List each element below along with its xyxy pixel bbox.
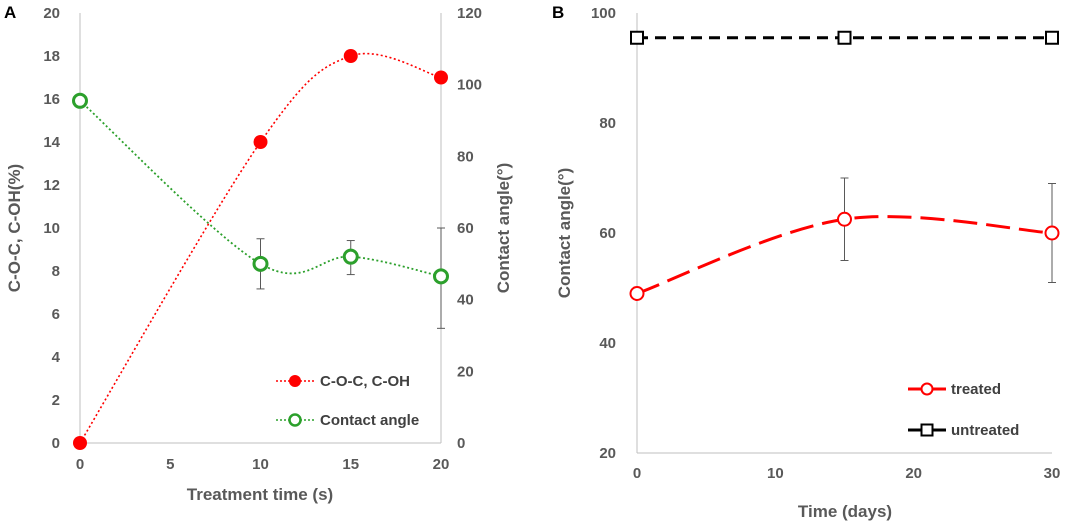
panel-b-x-tick-label: 30 xyxy=(1044,465,1061,482)
panel-b-y-label: Contact angle(°) xyxy=(555,168,574,299)
panel-b-x-tick-label: 10 xyxy=(767,465,784,482)
panel-a-y2-tick-label: 40 xyxy=(457,292,474,309)
panel-a-y-tick-label: 10 xyxy=(43,220,60,237)
panel-b-legend: treated untreated xyxy=(908,381,1019,439)
panel-a-chart: A 0 2 4 6 8 10 12 14 16 18 20 0 20 40 60 80 100 120 0 5 10… xyxy=(4,3,513,504)
panel-a-contact-angle-point xyxy=(72,92,88,109)
panel-a-y-tick-label: 6 xyxy=(52,306,60,323)
panel-a-y-tick-label: 4 xyxy=(52,349,61,366)
panel-b-untreated-point xyxy=(630,30,644,45)
panel-a-y-tick-label: 12 xyxy=(43,177,60,194)
panel-a-y2-tick-label: 60 xyxy=(457,220,474,237)
legend-marker-contact-angle xyxy=(288,413,302,427)
legend-marker-untreated xyxy=(920,423,934,437)
panel-b-untreated-point xyxy=(1045,30,1059,45)
panel-a-y-tick-label: 8 xyxy=(52,263,60,280)
panel-b-y-tick-label: 20 xyxy=(599,445,616,462)
legend-marker-coc xyxy=(289,375,301,387)
panel-b-treated-point xyxy=(1044,225,1060,241)
panel-a-x-tick-label: 15 xyxy=(342,456,359,473)
panel-a-y2-label: Contact angle(°) xyxy=(494,163,513,294)
panel-b-label: B xyxy=(552,3,564,22)
panel-a-contact-angle-point xyxy=(433,268,449,285)
panel-a-x-tick-label: 5 xyxy=(166,456,174,473)
panel-a-y2-tick-label: 120 xyxy=(457,5,482,22)
panel-a-y-tick-label: 16 xyxy=(43,91,60,108)
panel-a-y-tick-label: 20 xyxy=(43,5,60,22)
legend-label-untreated: untreated xyxy=(951,422,1019,439)
legend-label-coc: C-O-C, C-OH xyxy=(320,373,410,390)
panel-b-x-tick-label: 20 xyxy=(905,465,922,482)
panel-a-y-label: C-O-C, C-OH(%) xyxy=(5,164,24,292)
panel-a-y-tick-label: 2 xyxy=(52,392,60,409)
panel-a-y2-tick-label: 0 xyxy=(457,435,465,452)
panel-a-y2-tick-label: 100 xyxy=(457,77,482,94)
panel-b-chart: B 20 40 60 80 100 0 10 20 30 Contact angle(°) T… xyxy=(552,3,1060,521)
panel-a-coc-point xyxy=(253,135,268,149)
legend-marker-treated xyxy=(920,382,934,396)
panel-a-y-tick-label: 18 xyxy=(43,48,60,65)
panel-a-x-tick-label: 0 xyxy=(76,456,84,473)
panel-b-treated-point xyxy=(629,286,645,301)
panel-a-y2-tick-label: 80 xyxy=(457,148,474,165)
panel-b-y-tick-label: 60 xyxy=(599,225,616,242)
legend-label-treated: treated xyxy=(951,381,1001,398)
panel-b-y-tick-label: 80 xyxy=(599,115,616,132)
panel-a-x-tick-label: 10 xyxy=(252,456,269,473)
panel-b-y-tick-label: 40 xyxy=(599,335,616,352)
panel-a-y2-tick-label: 20 xyxy=(457,363,474,380)
panel-a-y-tick-label: 14 xyxy=(43,134,60,151)
panel-a-label: A xyxy=(4,3,16,22)
panel-b-treated-point xyxy=(837,211,852,227)
panel-b-x-label: Time (days) xyxy=(798,502,892,521)
panel-a-y-tick-label: 0 xyxy=(52,435,60,452)
panel-a-x-tick-label: 20 xyxy=(433,456,450,473)
panel-a-coc-point xyxy=(343,49,358,63)
panel-a-coc-point xyxy=(434,70,448,85)
legend-label-contact-angle: Contact angle xyxy=(320,412,419,429)
panel-a-x-label: Treatment time (s) xyxy=(187,485,333,504)
panel-a-contact-angle-point xyxy=(342,248,359,265)
panel-a-coc-line xyxy=(79,52,442,444)
panel-a-contact-angle-line xyxy=(79,100,442,278)
panel-a-coc-point xyxy=(73,436,87,450)
panel-b-x-tick-label: 0 xyxy=(633,465,641,482)
panel-a-legend: C-O-C, C-OH Contact angle xyxy=(276,373,419,429)
panel-a-contact-angle-point xyxy=(252,255,269,272)
panel-b-y-tick-label: 100 xyxy=(591,5,616,22)
panel-b-untreated-point xyxy=(837,30,852,45)
